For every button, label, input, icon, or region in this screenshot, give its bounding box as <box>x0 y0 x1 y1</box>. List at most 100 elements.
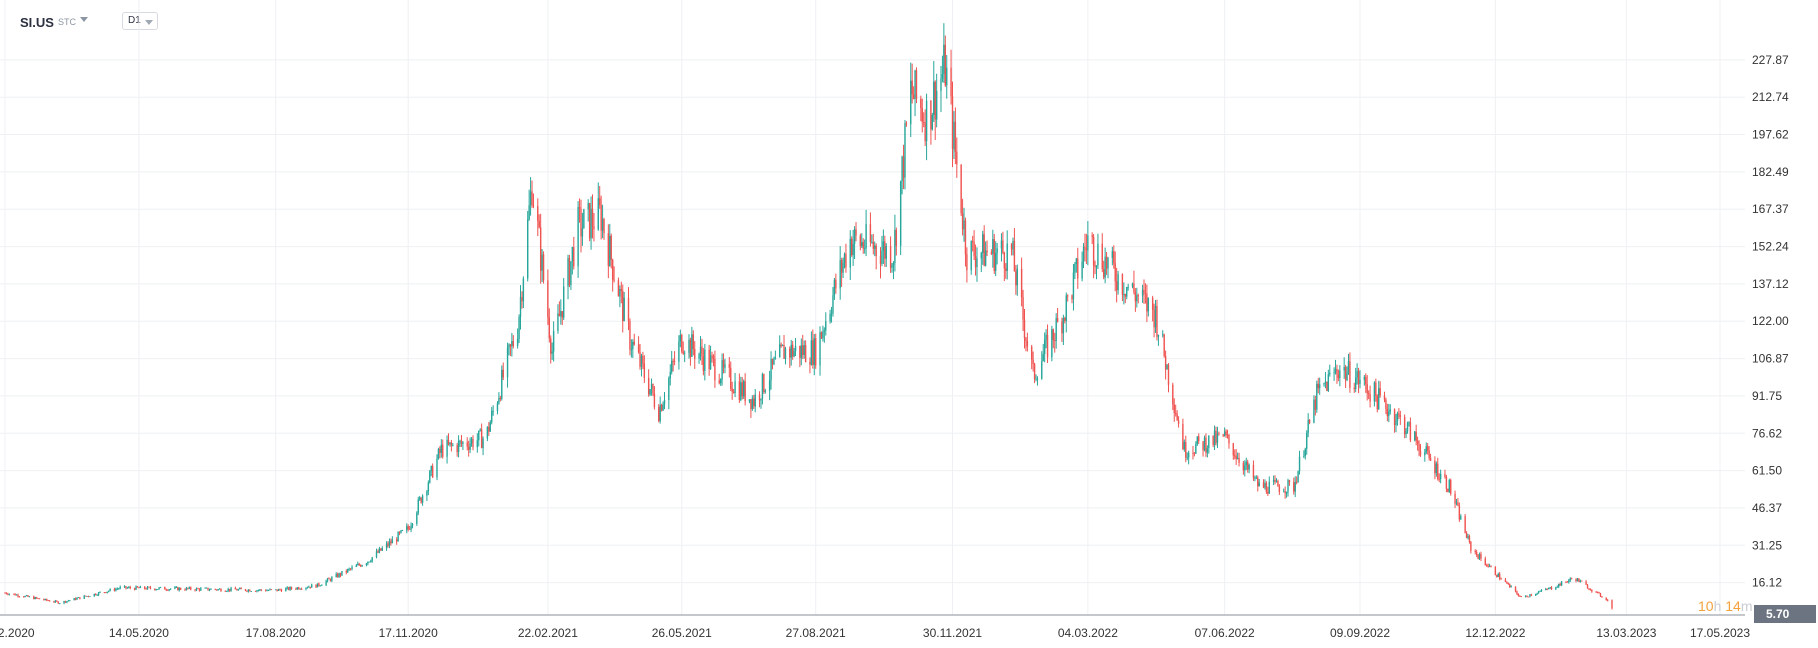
candle-body <box>1566 581 1569 583</box>
candle-body <box>905 123 908 125</box>
candle-body <box>1589 589 1592 591</box>
candle-body <box>738 381 741 400</box>
candle-body <box>1559 583 1561 586</box>
candle-body <box>1226 434 1229 436</box>
candle-body <box>1020 268 1023 298</box>
candle-body <box>689 339 692 357</box>
candle-body <box>953 121 955 149</box>
candle-body <box>335 573 337 578</box>
candle-body <box>299 588 301 590</box>
candle-body <box>518 316 520 339</box>
candle-body <box>190 587 192 590</box>
candle-body <box>462 442 464 444</box>
candle-body <box>416 512 418 524</box>
candle-body <box>1529 594 1531 597</box>
candle-body <box>1565 581 1567 583</box>
candle-body <box>934 81 936 120</box>
candle-body <box>1444 473 1446 478</box>
candle-body <box>398 532 401 533</box>
candle-body <box>311 584 313 588</box>
candle-body <box>103 592 106 593</box>
candle-body <box>83 595 85 599</box>
candle-body <box>478 430 480 441</box>
candle-body <box>466 442 468 447</box>
symbol-type-label[interactable]: STC <box>58 17 76 27</box>
y-tick-label: 152.24 <box>1752 240 1789 254</box>
symbol-label[interactable]: SI.US <box>20 15 54 30</box>
candle-body <box>1416 440 1419 444</box>
candle-body <box>8 593 11 595</box>
candle-body <box>488 426 490 432</box>
candle-body <box>662 404 664 411</box>
candle-body <box>1177 420 1180 424</box>
candle-body <box>819 332 821 366</box>
candle-body <box>331 577 333 581</box>
candle-body <box>450 442 453 446</box>
candle-body <box>914 70 916 99</box>
candle-body <box>154 588 156 590</box>
candle-body <box>321 584 323 586</box>
last-price-tag: 5.70 <box>1754 605 1816 623</box>
candle-body <box>600 205 602 231</box>
candle-body <box>1012 240 1014 250</box>
candle-body <box>164 587 166 590</box>
candle-body <box>961 213 964 230</box>
candle-body <box>1454 493 1456 504</box>
candle-body <box>286 587 288 589</box>
candle-body <box>1006 243 1008 271</box>
candle-body <box>47 600 49 602</box>
candle-body <box>1406 423 1409 432</box>
candle-body <box>683 352 686 354</box>
candle-body <box>1506 581 1508 584</box>
candle-body <box>66 601 68 603</box>
x-tick-label: 07.06.2022 <box>1195 626 1255 640</box>
candle-body <box>521 297 523 302</box>
candle-body <box>381 548 383 551</box>
candle-body <box>501 369 503 399</box>
candle-body <box>34 597 36 600</box>
candle-body <box>840 260 843 273</box>
candle-body <box>538 220 540 228</box>
candle-body <box>599 198 601 206</box>
candle-body <box>96 595 98 596</box>
candle-body <box>1366 384 1368 394</box>
x-tick-label: 11.02.2020 <box>0 626 35 640</box>
candle-body <box>426 491 428 496</box>
candle-body <box>910 80 912 125</box>
candle-body <box>1399 415 1402 417</box>
candle-body <box>899 181 902 246</box>
candle-body <box>1457 502 1459 506</box>
candle-body <box>571 247 574 262</box>
candle-body <box>1526 595 1528 597</box>
candle-body <box>951 96 954 149</box>
candle-body <box>1349 361 1351 388</box>
candle-body <box>845 253 847 268</box>
candle-body <box>882 241 885 251</box>
candle-body <box>800 345 803 358</box>
candle-body <box>622 290 624 322</box>
candle-body <box>996 248 998 253</box>
candle-body <box>653 393 656 408</box>
candle-body <box>1293 482 1295 492</box>
candle-body <box>813 338 815 365</box>
candle-body <box>728 364 731 368</box>
candle-body <box>35 597 38 599</box>
candle-body <box>647 377 650 395</box>
candle-body <box>226 590 228 592</box>
candle-body <box>361 565 363 567</box>
candle-body <box>1385 399 1387 409</box>
timeframe-dropdown[interactable]: D1 <box>122 12 158 30</box>
candle-body <box>1367 393 1370 395</box>
candle-body <box>264 590 267 592</box>
candle-body <box>1143 289 1145 294</box>
candle-body <box>531 191 533 206</box>
symbol-type-dropdown-icon[interactable] <box>80 17 88 22</box>
candle-body <box>731 388 733 392</box>
candle-body <box>1318 384 1321 389</box>
candle-body <box>809 362 811 365</box>
candle-body <box>1578 578 1580 582</box>
candle-body <box>187 587 189 589</box>
candle-body <box>97 592 100 596</box>
candle-body <box>215 589 218 591</box>
